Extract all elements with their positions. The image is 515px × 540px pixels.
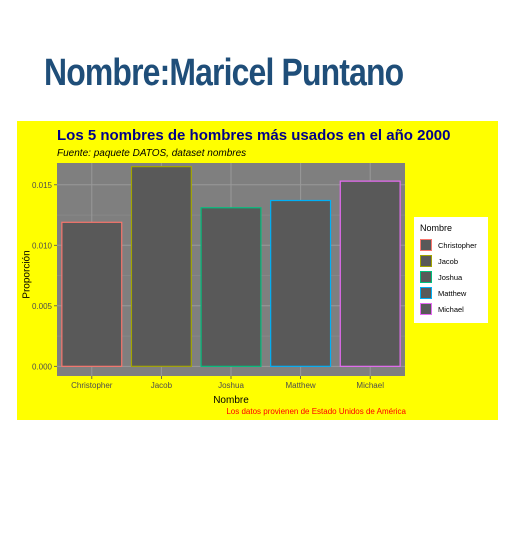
bar-christopher xyxy=(61,221,123,367)
chart-caption: Los datos provienen de Estado Unidos de … xyxy=(226,407,406,416)
legend-label: Michael xyxy=(438,305,464,314)
chart-subtitle: Fuente: paquete DATOS, dataset nombres xyxy=(57,148,247,159)
bar-joshua xyxy=(200,207,262,367)
y-axis-label: Proporción xyxy=(21,250,33,299)
legend-key xyxy=(420,271,432,283)
legend-key xyxy=(420,239,432,251)
x-tick-label: Jacob xyxy=(151,381,173,390)
chart-panel: Los 5 nombres de hombres más usados en e… xyxy=(17,121,498,420)
legend-key xyxy=(420,303,432,315)
bar-jacob xyxy=(130,166,192,367)
legend-item: Matthew xyxy=(420,287,490,301)
x-tick-label: Joshua xyxy=(218,381,244,390)
y-tick-label: 0.010 xyxy=(32,241,53,250)
legend-item: Michael xyxy=(420,303,490,317)
legend-item: Jacob xyxy=(420,255,490,269)
y-tick-label: 0.005 xyxy=(32,302,53,311)
page-title: Nombre:Maricel Puntano xyxy=(44,52,404,94)
x-tick-label: Michael xyxy=(356,381,384,390)
legend-key xyxy=(420,287,432,299)
legend-item: Joshua xyxy=(420,271,490,285)
chart-title: Los 5 nombres de hombres más usados en e… xyxy=(57,127,451,144)
legend-label: Matthew xyxy=(438,289,467,298)
y-tick-label: 0.000 xyxy=(32,362,53,371)
legend: Nombre Christopher Jacob Joshua Matthew Mich… xyxy=(414,217,488,323)
legend-label: Joshua xyxy=(438,273,463,282)
legend-title: Nombre xyxy=(420,223,453,233)
legend-label: Christopher xyxy=(438,241,477,250)
legend-item: Christopher xyxy=(420,239,490,253)
y-tick-label: 0.015 xyxy=(32,181,53,190)
bar-chart: 0.000 0.005 0.010 0.015 Christopher Jacob Josh… xyxy=(32,163,405,390)
x-axis-label: Nombre xyxy=(213,395,249,406)
legend-key xyxy=(420,255,432,267)
legend-label: Jacob xyxy=(438,257,459,266)
bar-matthew xyxy=(270,199,332,367)
x-tick-label: Christopher xyxy=(71,381,113,390)
x-tick-label: Matthew xyxy=(285,381,315,390)
bar-michael xyxy=(339,180,401,367)
